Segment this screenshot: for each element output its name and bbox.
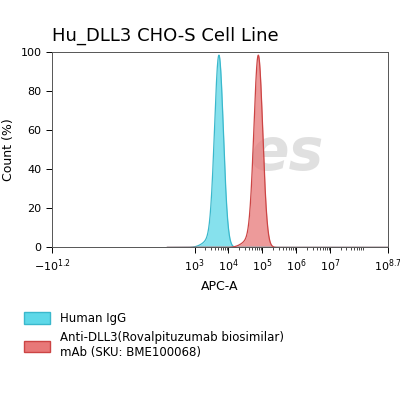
Text: es: es: [250, 125, 324, 182]
Text: Hu_DLL3 CHO-S Cell Line: Hu_DLL3 CHO-S Cell Line: [52, 27, 279, 45]
Y-axis label: Count (%): Count (%): [2, 118, 15, 181]
Legend: Human IgG, Anti-DLL3(Rovalpituzumab biosimilar)
mAb (SKU: BME100068): Human IgG, Anti-DLL3(Rovalpituzumab bios…: [24, 312, 284, 359]
X-axis label: APC-A: APC-A: [201, 280, 239, 293]
